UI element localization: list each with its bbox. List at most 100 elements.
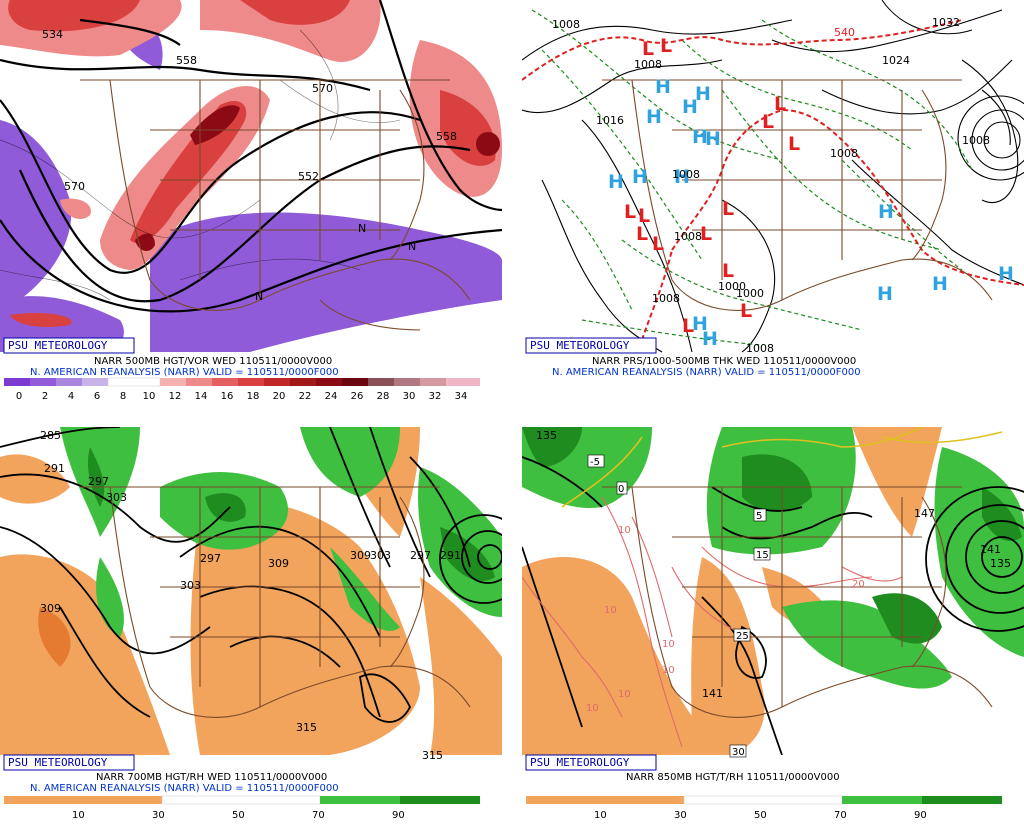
contour-label: 534 bbox=[42, 28, 63, 41]
high-pressure-symbol: H bbox=[695, 83, 711, 105]
contour-label: 285 bbox=[40, 429, 61, 442]
high-pressure-symbol: H bbox=[998, 263, 1014, 285]
thickness-map: H H H H H H H H H H H H H H H L L L L L … bbox=[522, 0, 1024, 378]
isobar-label: 1016 bbox=[596, 114, 624, 127]
colorbar-label: 16 bbox=[221, 391, 234, 402]
panel-subtitle: N. AMERICAN REANALYSIS (NARR) VALID = 11… bbox=[30, 783, 339, 794]
colorbar-label: 20 bbox=[273, 391, 286, 402]
panel-title: NARR PRS/1000-500MB THK WED 110511/0000V… bbox=[592, 356, 856, 367]
high-pressure-symbol: H bbox=[682, 96, 698, 118]
high-pressure-symbol: H bbox=[877, 283, 893, 305]
panel-pressure-thickness: H H H H H H H H H H H H H H H L L L L L … bbox=[522, 0, 1024, 402]
low-pressure-symbol: L bbox=[636, 223, 648, 245]
colorbar-label: 30 bbox=[403, 391, 416, 402]
contour-label: 309 bbox=[268, 557, 289, 570]
low-pressure-symbol: L bbox=[722, 198, 734, 220]
isobar-label: 1008 bbox=[634, 58, 662, 71]
temp-label: 5 bbox=[756, 511, 762, 522]
low-pressure-symbol: L bbox=[700, 223, 712, 245]
colorbar-label: 0 bbox=[16, 391, 22, 402]
contour-label: 141 bbox=[702, 687, 723, 700]
colorbar-label: 34 bbox=[455, 391, 468, 402]
political-borders bbox=[80, 79, 471, 331]
contour-labels: 285 291 297 303 309 297 303 309 303 297 … bbox=[40, 429, 461, 762]
temp-label: 10 bbox=[618, 689, 631, 700]
panel-title: NARR 850MB HGT/T/RH 110511/0000V000 bbox=[626, 772, 840, 783]
vorticity-fill bbox=[0, 0, 502, 352]
colorbar-label: 26 bbox=[351, 391, 364, 402]
colorbar-label: 22 bbox=[299, 391, 312, 402]
thickness-label: 540 bbox=[834, 26, 855, 39]
high-pressure-symbol: H bbox=[878, 201, 894, 223]
contour-label: 303 bbox=[106, 491, 127, 504]
colorbar-label: 18 bbox=[247, 391, 260, 402]
temp-label: 10 bbox=[662, 665, 675, 676]
colorbar-label: 90 bbox=[392, 810, 405, 821]
vorticity-min-label: N bbox=[358, 222, 366, 235]
high-pressure-symbol: H bbox=[632, 166, 648, 188]
isobar-label: 1008 bbox=[674, 230, 702, 243]
temp-label: 10 bbox=[662, 639, 675, 650]
colorbar-label: 70 bbox=[312, 810, 325, 821]
low-symbols: L L L L L L L L L L L L L L bbox=[624, 35, 800, 337]
temp-label: 0 bbox=[618, 484, 624, 495]
colorbar-label: 8 bbox=[120, 391, 126, 402]
contour-label: 558 bbox=[436, 130, 457, 143]
colorbar-label: 10 bbox=[594, 810, 607, 821]
contour-labels: 135 147 141 135 141 bbox=[536, 429, 1011, 700]
isotherms bbox=[522, 496, 903, 748]
contour-label: 135 bbox=[536, 429, 557, 442]
contour-label: 303 bbox=[180, 579, 201, 592]
contour-label: 135 bbox=[990, 557, 1011, 570]
psu-badge: PSU METEOROLOGY bbox=[530, 756, 630, 769]
temp-label: 10 bbox=[618, 525, 631, 536]
political-borders bbox=[602, 486, 993, 718]
low-pressure-symbol: L bbox=[740, 300, 752, 322]
temp-label: 30 bbox=[732, 747, 745, 758]
contour-label: 552 bbox=[298, 170, 319, 183]
isobar-label: 1008 bbox=[746, 342, 774, 355]
high-pressure-symbol: H bbox=[655, 76, 671, 98]
panel-850mb-temp-rh: 135 147 141 135 141 -5 0 5 15 25 30 10 1… bbox=[522, 427, 1024, 829]
contour-label: 291 bbox=[440, 549, 461, 562]
contour-label: 297 bbox=[200, 552, 221, 565]
contour-label: 315 bbox=[422, 749, 443, 762]
temp-label: 10 bbox=[604, 605, 617, 616]
contour-label: 291 bbox=[44, 462, 65, 475]
thickness-lines bbox=[531, 9, 973, 346]
vorticity-map: 534 558 570 570 552 558 N N N PSU METEOR… bbox=[0, 0, 502, 402]
isobar-label: 1008 bbox=[552, 18, 580, 31]
panel-title: NARR 500MB HGT/VOR WED 110511/0000V000 bbox=[94, 356, 332, 367]
colorbar: 0 2 4 6 8 10 12 14 16 18 20 22 24 26 28 30 32 34 bbox=[4, 377, 480, 402]
low-pressure-symbol: L bbox=[774, 93, 786, 115]
temp-labels: -5 0 5 15 25 30 10 10 10 10 20 10 10 bbox=[586, 454, 865, 758]
colorbar-label: 14 bbox=[195, 391, 208, 402]
height-contours bbox=[522, 456, 1024, 756]
high-pressure-symbol: H bbox=[646, 106, 662, 128]
contour-label: 297 bbox=[410, 549, 431, 562]
rh-colorbar: 10 30 50 70 90 bbox=[4, 795, 480, 821]
high-pressure-symbol: H bbox=[692, 126, 708, 148]
colorbar-label: 28 bbox=[377, 391, 390, 402]
panel-500mb-vorticity: 534 558 570 570 552 558 N N N PSU METEOR… bbox=[0, 0, 502, 402]
colorbar-label: 24 bbox=[325, 391, 338, 402]
isobar-label: 1008 bbox=[652, 292, 680, 305]
rh700-map: 285 291 297 303 309 297 303 309 303 297 … bbox=[0, 427, 502, 821]
temp-label: 20 bbox=[852, 579, 865, 590]
panel-subtitle: N. AMERICAN REANALYSIS (NARR) VALID = 11… bbox=[30, 367, 339, 378]
isobar-label: 1008 bbox=[962, 134, 990, 147]
contour-label: 297 bbox=[88, 475, 109, 488]
rh-colorbar: 10 30 50 70 90 bbox=[526, 795, 1002, 821]
colorbar-label: 6 bbox=[94, 391, 100, 402]
colorbar-label: 10 bbox=[72, 810, 85, 821]
contour-label: 309 bbox=[40, 602, 61, 615]
low-pressure-symbol: L bbox=[660, 35, 672, 57]
colorbar-label: 30 bbox=[152, 810, 165, 821]
high-pressure-symbol: H bbox=[674, 166, 690, 188]
colorbar-label: 2 bbox=[42, 391, 48, 402]
colorbar-label: 32 bbox=[429, 391, 442, 402]
low-pressure-symbol: L bbox=[788, 133, 800, 155]
psu-badge: PSU METEOROLOGY bbox=[8, 339, 108, 352]
psu-badge: PSU METEOROLOGY bbox=[530, 339, 630, 352]
high-pressure-symbol: H bbox=[932, 273, 948, 295]
